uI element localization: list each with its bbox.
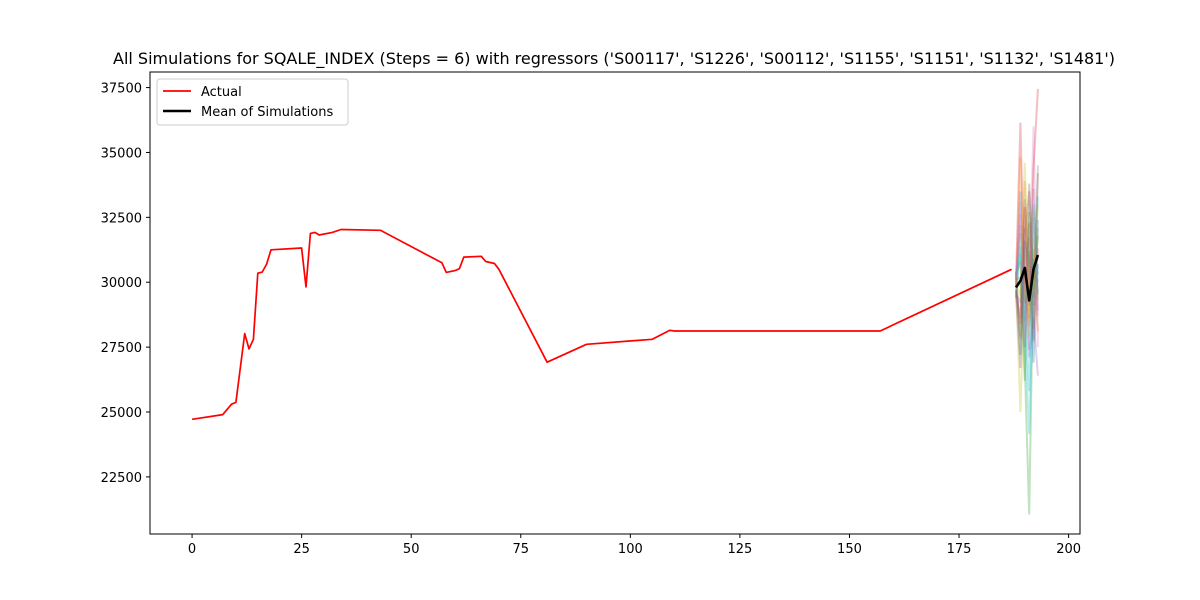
series-lines xyxy=(191,228,1040,421)
simulation-line-9 xyxy=(1015,209,1039,413)
legend-label-mean: Mean of Simulations xyxy=(201,105,333,120)
simulation-line-19 xyxy=(1015,204,1039,392)
y-tick-label-22500: 22500 xyxy=(101,471,142,486)
x-tick-label-175: 175 xyxy=(947,542,972,557)
simulation-line-11 xyxy=(1015,240,1039,363)
simulation-line-7 xyxy=(1015,126,1039,348)
x-tick-label-0: 0 xyxy=(188,542,196,557)
plot-frame xyxy=(149,71,1081,535)
y-tick-label-35000: 35000 xyxy=(101,146,142,161)
y-tick-label-27500: 27500 xyxy=(101,341,142,356)
y-tick-label-30000: 30000 xyxy=(101,276,142,291)
mean-simulations-line xyxy=(1014,254,1040,302)
x-tick-label-150: 150 xyxy=(837,542,862,557)
x-tick-label-75: 75 xyxy=(512,542,529,557)
simulation-line-14 xyxy=(1015,88,1039,324)
y-tick-label-25000: 25000 xyxy=(101,406,142,421)
simulation-line-12 xyxy=(1015,157,1039,332)
x-tick-label-200: 200 xyxy=(1056,542,1081,557)
chart-title: All Simulations for SQALE_INDEX (Steps =… xyxy=(113,49,1115,69)
simulation-line-20 xyxy=(1015,165,1039,342)
y-tick-label-37500: 37500 xyxy=(101,82,142,97)
simulation-lines xyxy=(1015,88,1039,515)
simulation-line-2 xyxy=(1015,180,1039,340)
x-tick-label-25: 25 xyxy=(293,542,310,557)
legend-label-actual: Actual xyxy=(201,85,242,100)
x-tick-label-125: 125 xyxy=(727,542,752,557)
legend: Actual Mean of Simulations xyxy=(156,78,349,126)
x-tick-label-100: 100 xyxy=(618,542,643,557)
y-tick-label-32500: 32500 xyxy=(101,211,142,226)
simulation-line-16 xyxy=(1015,191,1039,368)
simulation-line-8 xyxy=(1015,199,1039,340)
simulation-line-4 xyxy=(1015,122,1039,330)
simulation-line-15 xyxy=(1015,225,1039,376)
simulation-line-13 xyxy=(1015,212,1039,381)
actual-line xyxy=(191,228,1012,421)
axes: 0 25 50 75 100 125 150 175 200 22500 25000 27500 300… xyxy=(101,71,1081,557)
legend-box xyxy=(156,78,349,126)
x-tick-label-50: 50 xyxy=(403,542,420,557)
simulation-line-3 xyxy=(1015,232,1039,515)
simulation-line-6 xyxy=(1015,173,1039,348)
simulation-line-17 xyxy=(1015,201,1039,340)
